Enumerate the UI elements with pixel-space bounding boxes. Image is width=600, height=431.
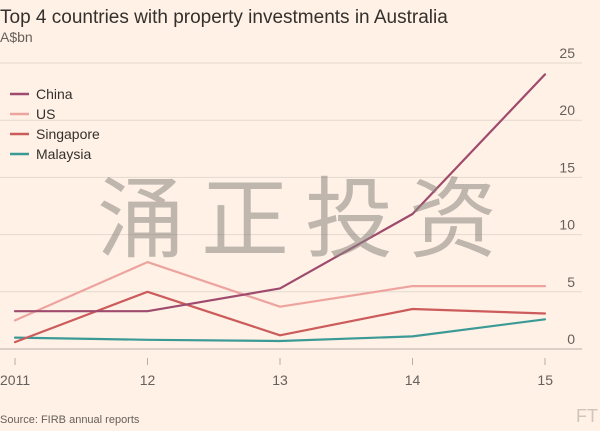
legend-label-malaysia: Malaysia xyxy=(36,146,91,162)
x-tick-label: 2011 xyxy=(0,372,30,388)
grid-lines xyxy=(0,62,582,350)
x-tick-label: 15 xyxy=(537,372,553,388)
series-line-singapore xyxy=(13,290,547,344)
y-tick-label: 20 xyxy=(559,102,575,118)
y-tick-label: 5 xyxy=(567,274,575,290)
chart-title: Top 4 countries with property investment… xyxy=(0,7,448,28)
series-line-malaysia xyxy=(13,318,547,343)
x-tick-label: 14 xyxy=(405,372,421,388)
series-line-china xyxy=(13,73,547,313)
legend-label-us: US xyxy=(36,106,55,122)
source-note: Source: FIRB annual reports xyxy=(0,414,140,426)
y-tick-label: 15 xyxy=(559,159,575,175)
y-tick-label: 25 xyxy=(559,45,575,61)
series-lines xyxy=(13,73,547,344)
y-axis-ticks: 0 5 10 15 20 25 xyxy=(559,45,575,347)
y-tick-label: 0 xyxy=(567,331,575,347)
legend-label-china: China xyxy=(36,86,73,102)
series-line-us xyxy=(13,261,547,322)
legend-label-singapore: Singapore xyxy=(36,126,100,142)
y-tick-label: 10 xyxy=(559,217,575,233)
x-tick-label: 13 xyxy=(272,372,288,388)
ft-logo: FT xyxy=(576,406,598,426)
chart-subtitle: A$bn xyxy=(0,29,33,45)
watermark: 涌正投资 xyxy=(97,170,513,269)
legend: China US Singapore Malaysia xyxy=(10,86,100,162)
x-tick-label: 12 xyxy=(140,372,156,388)
x-axis-ticks: 2011 12 13 14 15 xyxy=(0,358,553,388)
